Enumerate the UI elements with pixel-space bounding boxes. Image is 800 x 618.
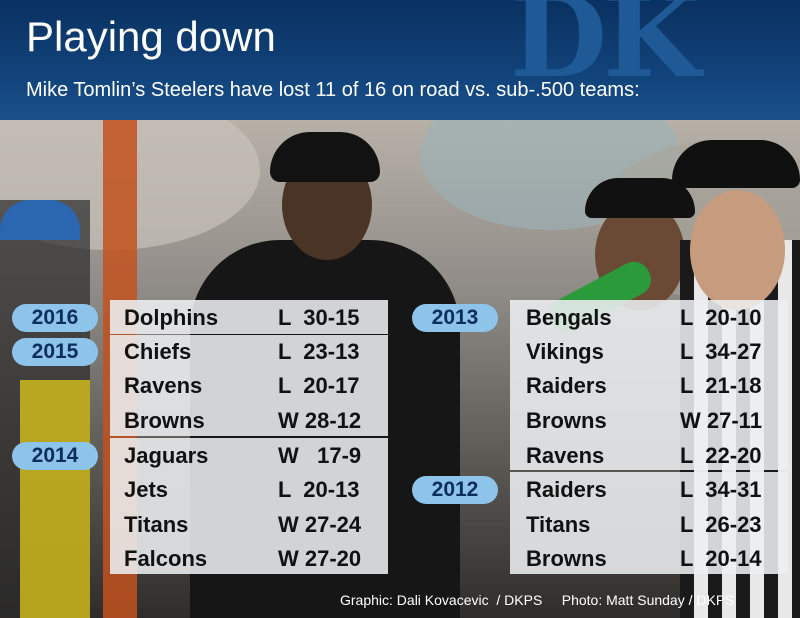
game-result: W 27-11 — [680, 408, 762, 433]
dk-logo: DK — [510, 0, 700, 103]
game-result: W 27-20 — [278, 546, 362, 571]
game-opponent: Titans — [124, 512, 189, 537]
game-opponent: Bengals — [526, 305, 612, 330]
game-result: L 34-31 — [680, 477, 762, 502]
game-result: L 20-17 — [278, 373, 360, 398]
game-result: L 26-23 — [680, 512, 762, 537]
game-opponent: Falcons — [124, 546, 208, 571]
game-result: L 34-27 — [680, 339, 762, 364]
game-opponent: Vikings — [526, 339, 604, 364]
game-result: W 17-9 — [278, 443, 362, 468]
game-result: L 20-13 — [278, 477, 360, 502]
page-title: Playing down — [26, 13, 276, 60]
game-opponent: Chiefs — [124, 339, 192, 364]
panel-2016 — [110, 300, 388, 334]
year-badge-2014: 2014 — [12, 442, 98, 470]
year-badge-2013: 2013 — [412, 304, 498, 332]
game-opponent: Browns — [124, 408, 205, 433]
game-opponent: Ravens — [124, 373, 203, 398]
year-badge-2016: 2016 — [12, 304, 98, 332]
panel-2013 — [510, 300, 788, 470]
page-subtitle: Mike Tomlin’s Steelers have lost 11 of 1… — [26, 79, 640, 101]
year-badge-2015: 2015 — [12, 338, 98, 366]
game-result: L 30-15 — [278, 305, 360, 330]
game-result: L 20-14 — [680, 546, 762, 571]
game-opponent: Jets — [124, 477, 169, 502]
game-opponent: Ravens — [526, 443, 605, 468]
game-opponent: Titans — [526, 512, 591, 537]
game-opponent: Jaguars — [124, 443, 209, 468]
game-result: L 20-10 — [680, 305, 762, 330]
panel-2012 — [510, 472, 788, 574]
game-result: L 21-18 — [680, 373, 762, 398]
game-opponent: Raiders — [526, 373, 607, 398]
game-result: W 27-24 — [278, 512, 362, 537]
year-badge-2012: 2012 — [412, 476, 498, 504]
header-banner: DK Playing down Mike Tomlin’s Steelers h… — [0, 0, 800, 120]
game-opponent: Dolphins — [124, 305, 219, 330]
photo-credits: Graphic: Dali Kovacevic / DKPS Photo: Ma… — [340, 592, 735, 608]
panel-2015 — [110, 335, 388, 436]
game-result: W 28-12 — [278, 408, 362, 433]
panel-2014 — [110, 438, 388, 574]
game-opponent: Browns — [526, 408, 607, 433]
game-result: L 22-20 — [680, 443, 762, 468]
game-opponent: Browns — [526, 546, 607, 571]
game-result: L 23-13 — [278, 339, 360, 364]
game-opponent: Raiders — [526, 477, 607, 502]
